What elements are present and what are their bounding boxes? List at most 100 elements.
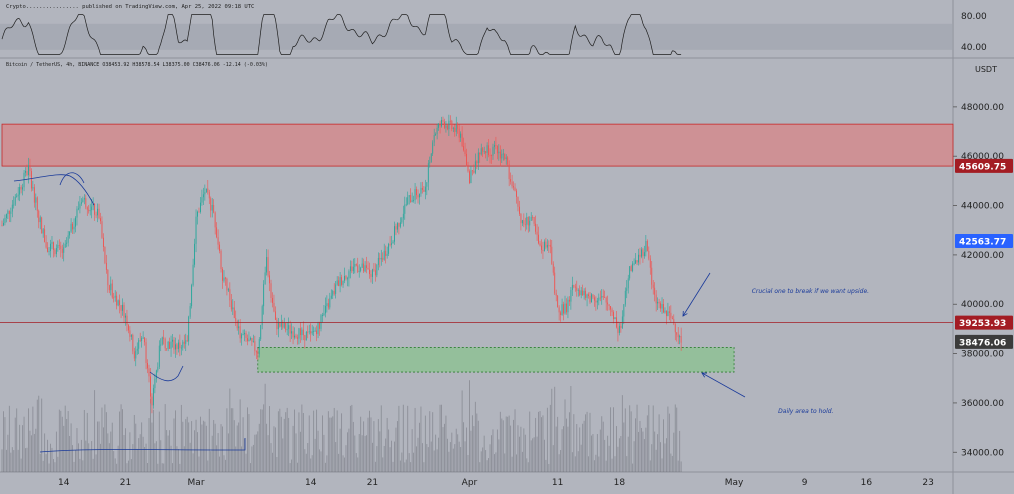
candle-body [279, 322, 281, 327]
volume-bar [679, 430, 681, 472]
volume-bar [517, 425, 519, 472]
volume-bar [580, 444, 582, 472]
candle-body [496, 145, 498, 154]
candle-body [398, 223, 400, 227]
volume-bar [411, 429, 413, 472]
volume-bar [57, 456, 59, 472]
volume-bar [151, 422, 153, 472]
candle-body [627, 278, 629, 289]
y-tick-label: 40000.00 [961, 300, 1004, 310]
candle-body [582, 290, 584, 296]
volume-bar [154, 443, 156, 472]
candle-body [274, 311, 276, 320]
volume-bar [358, 434, 360, 472]
candle-body [420, 187, 422, 194]
volume-bar [616, 426, 617, 472]
candle-body [643, 252, 645, 257]
volume-bar [126, 463, 128, 472]
volume-bar [105, 412, 107, 472]
candle-body [442, 119, 444, 122]
candle-body [427, 163, 429, 183]
candle-body [342, 280, 344, 285]
candle-body [373, 269, 375, 271]
candle-body [638, 254, 639, 263]
candle-body [494, 145, 495, 147]
annotation-arrow-upper-head [682, 310, 688, 317]
volume-bar [577, 451, 579, 472]
annotation-curve-bottom [149, 365, 184, 382]
volume-bar [336, 410, 338, 472]
volume-bar [82, 460, 84, 472]
candle-body [623, 304, 625, 317]
candle-body [129, 330, 131, 337]
candle-body [488, 145, 490, 156]
volume-bar [239, 399, 241, 472]
volume-bar [488, 458, 490, 472]
volume-bar [357, 457, 359, 472]
candle-body [320, 315, 322, 329]
candle-body [476, 161, 478, 164]
candle-body [482, 148, 484, 152]
candle-body [673, 318, 675, 324]
x-tick-label: 14 [305, 478, 317, 488]
candle-body [358, 270, 360, 272]
candle-body [554, 272, 556, 294]
volume-bar [320, 451, 322, 472]
candle-body [57, 244, 59, 249]
volume-bar [380, 405, 382, 472]
volume-bar [23, 416, 25, 472]
volume-bar [30, 435, 32, 472]
volume-bar [579, 427, 581, 472]
candle-body [197, 211, 198, 217]
volume-bar [643, 439, 645, 472]
volume-bar [302, 413, 304, 472]
candle-body [266, 257, 268, 273]
volume-bar [673, 432, 675, 472]
candle-body [655, 294, 657, 304]
volume-bar [655, 449, 657, 472]
volume-bar [541, 417, 542, 472]
candle-body [561, 304, 563, 315]
volume-bar [200, 416, 201, 472]
time-axis: 14 21 Mar 14 21 Apr 11 18 May 9 16 23 [58, 478, 934, 488]
candle-body [175, 344, 176, 350]
volume-bar [533, 437, 535, 472]
candle-body [282, 321, 284, 328]
volume-bar [313, 410, 315, 472]
volume-bar [277, 411, 279, 472]
candle-body [270, 283, 272, 298]
volume-bar [585, 414, 587, 472]
candle-body [177, 342, 179, 350]
volume-bar [292, 425, 294, 472]
candle-body [233, 307, 235, 318]
volume-bar [152, 409, 154, 472]
candle-body [222, 269, 223, 281]
candle-body [568, 299, 570, 302]
volume-bar [280, 416, 282, 472]
volume-bar [197, 432, 198, 472]
candle-body [173, 339, 175, 350]
candle-body [664, 310, 666, 313]
candle-body [668, 311, 670, 313]
volume-bar [641, 427, 642, 472]
volume-bar [1, 449, 3, 472]
candle-body [523, 220, 525, 225]
candle-body [613, 312, 614, 320]
candle-body [593, 297, 595, 301]
candle-body [360, 267, 362, 271]
candle-body [25, 170, 26, 173]
volume-bar [432, 412, 434, 472]
candle-body [552, 263, 554, 273]
candle-body [419, 193, 420, 198]
volume-bar [227, 433, 229, 472]
volume-bar [202, 420, 204, 472]
candle-body [294, 335, 295, 338]
volume-bar [370, 417, 372, 472]
candle-body [213, 205, 215, 213]
volume-bar [211, 435, 213, 472]
volume-bar [467, 455, 469, 472]
candle-body [251, 338, 253, 342]
volume-bar [220, 424, 222, 472]
volume-bar [205, 425, 207, 472]
